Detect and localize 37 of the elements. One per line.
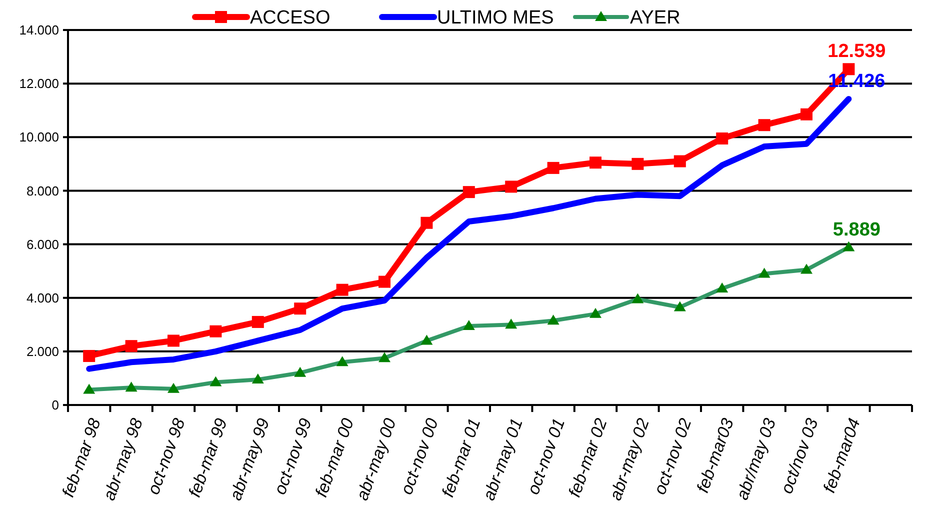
data-label: 5.889 [832,219,880,240]
point [252,316,264,328]
y-tick-label: 14.000 [19,22,59,38]
point [294,302,306,315]
point [632,158,644,170]
point [590,156,602,169]
point [125,340,138,352]
point [336,284,348,296]
point [420,216,433,229]
x-tick-label: oct-nov 99 [270,415,316,498]
y-tick-label: 6.000 [26,236,59,252]
y-tick-label: 12.000 [19,76,59,92]
point [674,155,686,168]
point [210,325,222,338]
point [378,276,390,288]
x-tick-label: oct-nov 01 [524,416,569,498]
legend-label: ACCESO [250,8,330,29]
x-tick-label: oct/nov 03 [777,415,822,496]
point [758,119,770,132]
point [505,180,518,193]
point [83,350,96,362]
point [168,334,180,347]
y-tick-label: 10.000 [19,130,59,145]
legend-label: AYER [630,8,680,29]
legend-label: ULTIMO MES [437,8,554,29]
point [547,162,560,174]
y-tick-label: 2.000 [26,344,59,359]
point [462,186,475,198]
x-tick-label: oct-nov 02 [650,415,696,498]
point [716,132,728,144]
y-tick-label: 8.000 [26,183,59,198]
point [800,108,812,120]
x-tick-label: oct-nov 00 [397,415,442,498]
data-label: 12.539 [828,41,886,62]
x-tick-label: oct-nov 98 [144,415,190,498]
y-tick-label: 0 [52,398,59,413]
y-tick-label: 4.000 [26,290,59,306]
